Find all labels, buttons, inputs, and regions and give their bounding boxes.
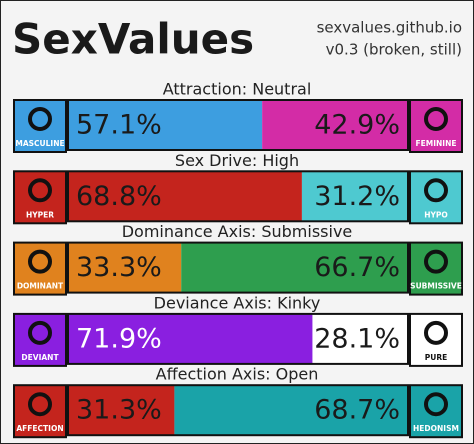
icon [28, 320, 52, 345]
icon [424, 320, 448, 345]
left-value: 68.8% [76, 181, 162, 212]
axis-title: Affection Axis: Open [156, 365, 319, 384]
left-label: AFFECTION [16, 424, 63, 433]
left-value: 31.3% [76, 395, 162, 426]
icon [28, 107, 52, 131]
left-bar [68, 385, 175, 436]
right-value: 28.1% [314, 323, 400, 354]
right-bar [174, 385, 408, 436]
right-label: SUBMISSIVE [410, 282, 462, 291]
left-value: 33.3% [76, 252, 162, 283]
right-label: FEMININE [416, 139, 457, 148]
left-label: HYPER [26, 210, 54, 219]
bar-outline [67, 99, 409, 151]
left-bar [68, 171, 302, 222]
right-value: 31.2% [314, 181, 400, 212]
site: sexvalues.github.io [317, 19, 462, 37]
icon [28, 249, 52, 274]
icon [28, 392, 52, 417]
axis-title: Attraction: Neutral [163, 80, 312, 99]
right-bar [312, 313, 408, 364]
icon [424, 178, 448, 203]
axis-title: Dominance Axis: Submissive [122, 222, 353, 241]
bar-outline [67, 312, 409, 365]
left-value: 71.9% [76, 323, 162, 354]
right-bar [181, 242, 408, 293]
right-label: HEDONISM [413, 424, 459, 433]
bar-outline [67, 384, 409, 437]
left-label: DEVIANT [21, 353, 59, 362]
version: v0.3 (broken, still) [326, 41, 462, 59]
icon [424, 249, 448, 274]
title: SexValues [12, 15, 254, 64]
right-value: 68.7% [314, 395, 400, 426]
axis-row: Sex Drive: High 68.8% 31.2% HYPER HYPO [13, 151, 463, 225]
icon [424, 107, 448, 131]
axis-row: Deviance Axis: Kinky 71.9% 28.1% DEVIANT PUR… [13, 293, 463, 367]
left-label: DOMINANT [17, 282, 64, 291]
icon [424, 392, 448, 417]
right-label: HYPO [424, 210, 448, 219]
left-label: MASCULINE [15, 139, 64, 148]
bar-outline [67, 241, 409, 294]
axis-title: Deviance Axis: Kinky [154, 293, 321, 312]
axis-row: Dominance Axis: Submissive 33.3% 66.7% DOMI… [13, 222, 463, 296]
left-bar [68, 313, 313, 364]
right-bar [262, 100, 408, 150]
right-bar [301, 171, 408, 222]
left-value: 57.1% [76, 110, 162, 141]
right-value: 66.7% [314, 252, 400, 283]
axis-row: Affection Axis: Open 31.3% 68.7% AFFECTION H… [13, 365, 463, 439]
bar-outline [67, 170, 409, 223]
right-label: PURE [425, 353, 448, 362]
left-bar [68, 242, 182, 293]
right-value: 42.9% [314, 110, 400, 141]
icon [28, 178, 52, 203]
axis-title: Sex Drive: High [175, 151, 299, 170]
left-bar [68, 100, 263, 150]
